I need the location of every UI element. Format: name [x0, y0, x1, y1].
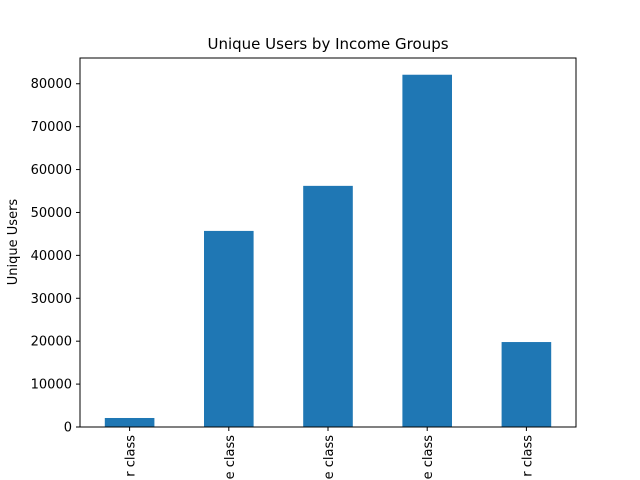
x-tick-label: e class [322, 435, 337, 480]
bar [303, 185, 353, 427]
x-tick-label: e class [421, 435, 436, 480]
chart-title: Unique Users by Income Groups [207, 35, 448, 53]
y-axis-title: Unique Users [6, 199, 21, 286]
y-tick-label: 80000 [31, 77, 72, 92]
x-axis: r class e class e class e class r class [124, 427, 535, 480]
bar [501, 342, 552, 427]
bar [402, 74, 452, 428]
y-axis: 0 10000 20000 30000 40000 50000 60000 70000 8000… [31, 77, 80, 436]
y-tick-label: 30000 [31, 292, 72, 307]
y-tick-label: 40000 [31, 249, 72, 264]
bar [204, 230, 254, 427]
bars-group [104, 74, 552, 428]
y-tick-label: 60000 [31, 163, 72, 178]
x-tick-label: r class [124, 435, 139, 477]
y-tick-label: 70000 [31, 120, 72, 135]
y-tick-label: 20000 [31, 335, 72, 350]
x-tick-label: r class [520, 435, 535, 477]
y-tick-label: 10000 [31, 378, 72, 393]
x-tick-label: e class [223, 435, 238, 480]
y-tick-label: 0 [64, 421, 72, 436]
y-tick-label: 50000 [31, 206, 72, 221]
plot-frame [79, 57, 577, 428]
bar [104, 417, 155, 427]
